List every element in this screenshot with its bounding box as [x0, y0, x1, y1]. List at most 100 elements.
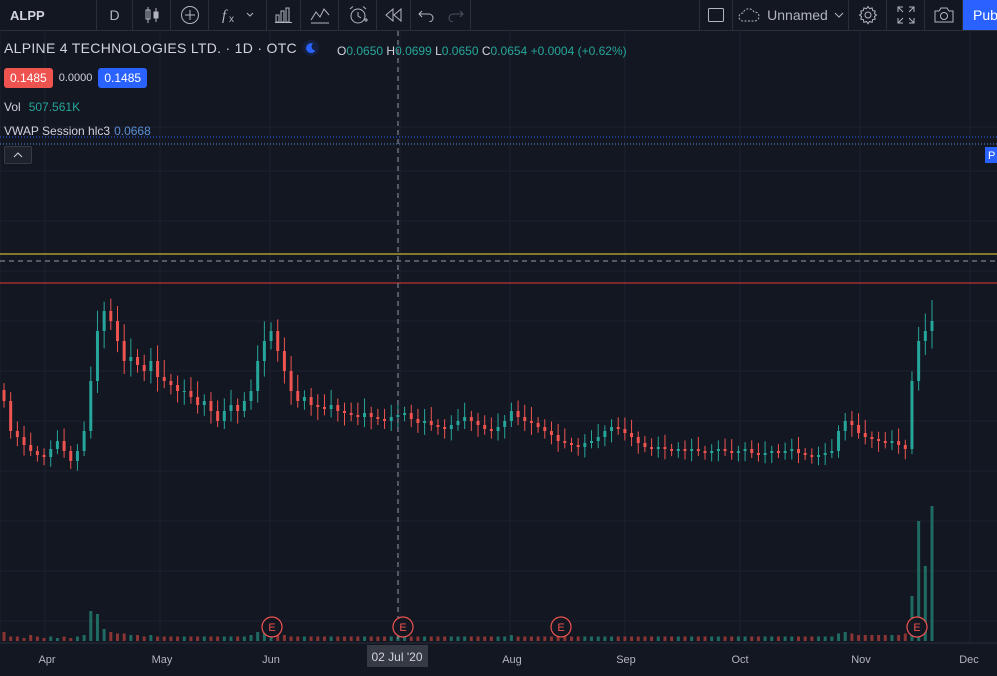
candle-body: [616, 427, 620, 429]
candle: [590, 430, 594, 449]
price-chart[interactable]: P E E E E Apr May Jun Aug Sep Oct Nov Dec 02 Jul '20: [0, 31, 997, 676]
candle: [610, 419, 614, 443]
undo-button[interactable]: [411, 0, 441, 30]
candle: [543, 419, 547, 439]
svg-text:x: x: [229, 14, 234, 24]
candle: [576, 437, 580, 456]
redo-button[interactable]: [441, 0, 471, 30]
candle-body: [663, 447, 667, 449]
volume-bar: [663, 636, 667, 641]
time-axis-label: Oct: [731, 654, 748, 666]
volume-bar: [182, 636, 186, 641]
candle-body: [423, 421, 427, 423]
volume-bar: [9, 636, 13, 641]
volume-bar: [336, 636, 340, 641]
candle-body: [776, 451, 780, 453]
candle-body: [783, 451, 787, 453]
volume-bar: [676, 636, 680, 641]
low-label: L: [435, 44, 442, 58]
candle: [870, 431, 874, 449]
candle-body: [109, 311, 113, 321]
fullscreen-select-button[interactable]: [699, 0, 733, 30]
candle: [182, 379, 186, 405]
alert-button[interactable]: [339, 0, 377, 30]
volume-bar: [650, 636, 654, 641]
candle: [783, 442, 787, 460]
crosshair-date-bg: [367, 645, 428, 667]
candle-body: [529, 421, 533, 423]
volume-bar: [763, 636, 767, 641]
candle: [910, 371, 914, 455]
low-value: 0.0650: [441, 44, 479, 58]
volume-bar: [843, 632, 847, 641]
volume-bar: [810, 636, 814, 641]
candle: [623, 417, 627, 441]
candle: [563, 428, 567, 449]
candle: [449, 415, 453, 441]
candle: [796, 436, 800, 464]
candle: [169, 373, 173, 395]
candle-body: [910, 381, 914, 449]
candle: [109, 298, 113, 330]
volume-bar: [496, 636, 500, 641]
candle-body: [282, 351, 286, 371]
candle: [122, 324, 126, 374]
candle: [149, 348, 153, 384]
candle: [49, 440, 53, 467]
time-axis-label: Jun: [262, 654, 280, 666]
collapse-legend-button[interactable]: [4, 146, 32, 164]
open-label: O: [337, 44, 347, 58]
ohlc-values: O0.0650 H0.0699 L0.0650 C0.0654 +0.0004 …: [337, 44, 627, 58]
candle: [436, 419, 440, 435]
candle-body: [15, 431, 19, 437]
candle: [176, 375, 180, 403]
compare-symbols-button[interactable]: [301, 0, 339, 30]
close-label: C: [481, 44, 491, 58]
earnings-marker: E: [392, 616, 414, 638]
candle: [456, 409, 460, 431]
candle: [75, 444, 79, 471]
volume-bar: [289, 636, 293, 641]
templates-button[interactable]: [267, 0, 301, 30]
volume-bar: [122, 633, 126, 641]
candle: [703, 445, 707, 460]
sell-price-button[interactable]: 0.1485: [4, 68, 53, 88]
candle-body: [656, 447, 660, 449]
symbol-search-button[interactable]: ALPP: [0, 0, 97, 30]
candle-body: [576, 445, 580, 447]
interval-button[interactable]: D: [97, 0, 133, 30]
fullscreen-button[interactable]: [887, 0, 925, 30]
time-axis-label: May: [152, 654, 173, 666]
volume-bar: [276, 633, 280, 641]
candle-body: [69, 451, 73, 461]
candle: [763, 441, 767, 464]
vwap-legend[interactable]: VWAP Session hlc3 0.0668: [4, 124, 151, 138]
layout-name-button[interactable]: Unnamed: [733, 0, 849, 30]
publish-button[interactable]: Pub: [963, 0, 997, 30]
candle-body: [730, 451, 734, 453]
replay-button[interactable]: [377, 0, 411, 30]
settings-button[interactable]: [849, 0, 887, 30]
candle-body: [242, 401, 246, 411]
candle-body: [716, 449, 720, 451]
volume-bar: [22, 638, 26, 641]
symbol-title[interactable]: ALPINE 4 TECHNOLOGIES LTD. · 1D · OTC: [4, 40, 297, 56]
compare-button[interactable]: [171, 0, 209, 30]
buy-price-button[interactable]: 0.1485: [98, 68, 148, 88]
candle-body: [476, 421, 480, 425]
candle: [743, 442, 747, 462]
earnings-marker: E: [261, 616, 283, 638]
candle: [162, 359, 166, 389]
volume-legend[interactable]: Vol 507.561K: [4, 100, 80, 114]
candle-body: [469, 417, 473, 421]
earnings-label: E: [268, 622, 275, 634]
candle-body: [750, 449, 754, 453]
volume-bar: [356, 636, 360, 641]
volume-bar: [736, 636, 740, 641]
snapshot-button[interactable]: [925, 0, 963, 30]
candle-body: [376, 417, 380, 419]
candle: [877, 431, 881, 452]
market-status-icon[interactable]: [302, 40, 319, 56]
chart-type-button[interactable]: [133, 0, 171, 30]
